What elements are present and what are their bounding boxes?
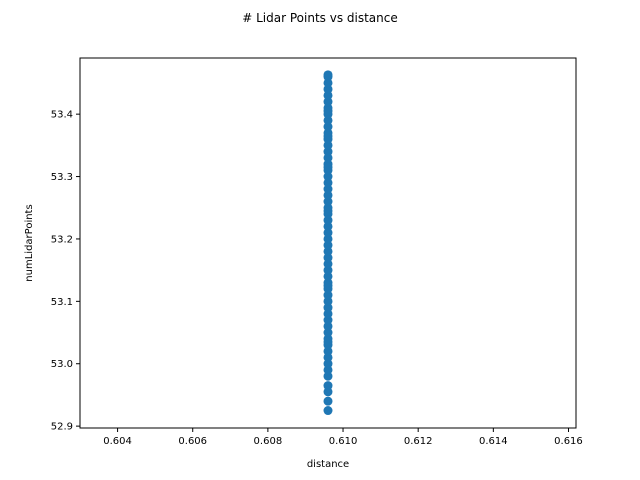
scatter-point [323,140,333,150]
scatter-point [323,387,333,397]
scatter-point [323,303,333,313]
scatter-point [323,240,333,250]
scatter-point [323,115,333,125]
y-tick-label: 52.9 [51,422,73,433]
points-layer [323,70,333,416]
scatter-point [323,97,333,107]
y-axis-ticks: 52.9 53.0 53.1 53.2 53.3 53.4 [51,110,80,433]
scatter-point [323,359,333,369]
scatter-point [323,131,333,141]
scatter-point [323,78,333,88]
scatter-point [323,321,333,331]
axes-frame [79,57,577,429]
scatter-point [323,265,333,275]
scatter-point [323,206,333,216]
x-tick-label: 0.614 [479,436,508,447]
x-tick-label: 0.616 [554,436,583,447]
x-axis-label: distance [307,459,349,470]
scatter-point [323,271,333,281]
scatter-point [323,221,333,231]
scatter-point [323,106,333,116]
scatter-point [323,178,333,188]
scatter-point [323,365,333,375]
scatter-point [323,228,333,238]
y-tick-label: 53.2 [51,234,73,245]
chart-title: # Lidar Points vs distance [242,11,397,25]
y-tick-label: 53.0 [51,359,73,370]
scatter-point [323,162,333,172]
scatter-point [323,296,333,306]
y-tick-label: 53.4 [51,110,73,121]
x-tick-label: 0.610 [329,436,358,447]
x-tick-label: 0.608 [254,436,283,447]
scatter-point [323,315,333,325]
scatter-point [323,172,333,182]
scatter-point [323,184,333,194]
scatter-point [323,246,333,256]
scatter-point [323,153,333,163]
scatter-point [323,234,333,244]
scatter-point [323,352,333,362]
y-axis-label: numLidarPoints [24,204,35,281]
scatter-point [323,147,333,157]
x-tick-label: 0.612 [404,436,433,447]
scatter-point [323,346,333,356]
scatter-point [323,84,333,94]
scatter-point [323,309,333,319]
scatter-point [323,281,333,291]
scatter-point [323,290,333,300]
scatter-point [323,122,333,132]
scatter-point [323,70,333,80]
scatter-point [323,371,333,381]
x-tick-label: 0.606 [178,436,207,447]
scatter-point [323,90,333,100]
scatter-point [323,396,333,406]
scatter-point [323,190,333,200]
scatter-point [323,328,333,338]
scatter-point [323,406,333,416]
y-tick-label: 53.1 [51,297,73,308]
scatter-point [323,381,333,391]
scatter-point [323,253,333,263]
x-tick-label: 0.604 [103,436,132,447]
scatter-point [323,337,333,347]
y-tick-label: 53.3 [51,172,73,183]
scatter-point [323,197,333,207]
scatter-point [323,215,333,225]
scatter-point [323,259,333,269]
x-axis-ticks: 0.604 0.606 0.608 0.610 0.612 0.614 0.616 [103,428,583,447]
